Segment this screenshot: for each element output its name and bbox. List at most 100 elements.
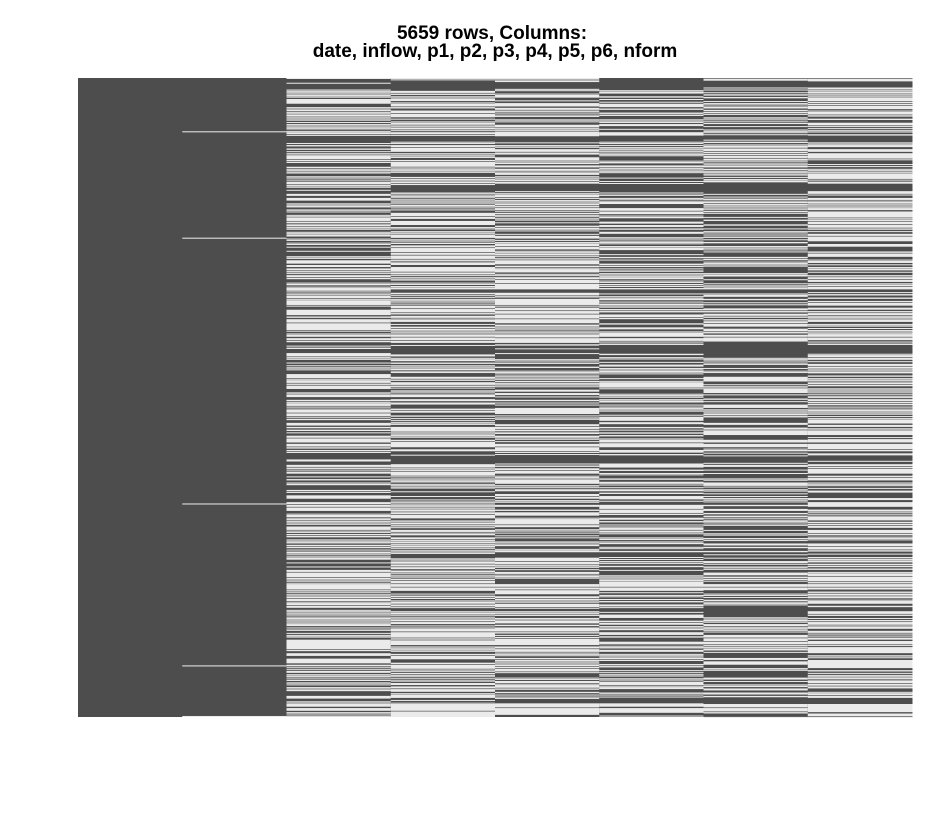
- missing-p3-165: [495, 569, 600, 571]
- missing-p3-88: [495, 333, 600, 335]
- missing-p2-32: [390, 176, 496, 179]
- missing-p6-44: [807, 218, 913, 220]
- missing-p3-138: [495, 485, 600, 487]
- missing-p5-44: [703, 200, 809, 202]
- missing-p5-188: [703, 647, 809, 649]
- missing-p1-106: [286, 378, 392, 380]
- missing-p6-71: [807, 302, 913, 306]
- missing-p1-48: [286, 206, 392, 208]
- missing-p4-190: [599, 670, 704, 672]
- missing-p1-14: [286, 114, 392, 117]
- missing-p5-47: [703, 205, 809, 207]
- missing-p5-50: [703, 210, 809, 213]
- missing-p1-19: [286, 125, 392, 127]
- missing-p4-141: [599, 527, 704, 530]
- missing-p4-27: [599, 168, 704, 170]
- missing-p2-66: [390, 272, 496, 275]
- missing-p6-155: [807, 546, 913, 550]
- missing-p6-146: [807, 521, 913, 524]
- missing-p5-191: [703, 657, 809, 660]
- missing-p3-117: [495, 418, 600, 420]
- missing-p1-157: [286, 535, 392, 538]
- missing-p2-13: [390, 122, 496, 125]
- missing-p1-15: [286, 117, 392, 119]
- missing-p4-169: [599, 607, 704, 609]
- missing-p5-113: [703, 413, 809, 416]
- missing-p4-107: [599, 407, 704, 409]
- plot-area: [78, 78, 913, 718]
- missing-p2-85: [390, 318, 496, 320]
- missing-p2-214: [390, 676, 496, 678]
- missing-p3-167: [495, 574, 600, 576]
- missing-p1-215: [286, 687, 392, 689]
- missing-p4-36: [599, 197, 704, 199]
- missing-p5-144: [703, 519, 809, 521]
- missing-p3-8: [495, 103, 600, 107]
- missing-p1-68: [286, 256, 392, 258]
- missing-p2-52: [390, 231, 496, 233]
- missing-p5-40: [703, 180, 809, 183]
- missing-p1-204: [286, 658, 392, 664]
- missing-p5-56: [703, 231, 809, 233]
- missing-p2-113: [390, 399, 496, 402]
- missing-p1-225: [286, 715, 392, 717]
- missing-p3-45: [495, 208, 600, 211]
- missing-p3-180: [495, 612, 600, 614]
- missing-p3-84: [495, 324, 600, 327]
- missing-p3-99: [495, 372, 600, 374]
- missing-p5-55: [703, 228, 809, 230]
- missing-p5-42: [703, 196, 809, 198]
- missing-p6-192: [807, 659, 913, 669]
- missing-p3-60: [495, 243, 600, 247]
- missing-p4-155: [599, 565, 704, 568]
- missing-p3-34: [495, 179, 600, 181]
- missing-p3-156: [495, 541, 600, 543]
- missing-p3-22: [495, 146, 600, 148]
- missing-inflow-3: [182, 665, 287, 667]
- missing-p1-8: [286, 99, 392, 104]
- missing-p2-58: [390, 245, 496, 248]
- missing-p5-154: [703, 546, 809, 549]
- missing-p3-173: [495, 596, 600, 599]
- missing-p3-171: [495, 587, 600, 590]
- missing-p2-162: [390, 541, 496, 544]
- missing-p3-147: [495, 512, 600, 516]
- missing-p4-128: [599, 484, 704, 486]
- missing-p2-5: [390, 98, 496, 102]
- missing-p5-109: [703, 401, 809, 403]
- missing-p5-23: [703, 141, 809, 144]
- missing-p2-178: [390, 578, 496, 581]
- missing-p6-116: [807, 413, 913, 415]
- missing-p1-176: [286, 584, 392, 590]
- missing-p3-114: [495, 407, 600, 415]
- missing-p2-110: [390, 390, 496, 392]
- missing-p5-62: [703, 246, 809, 248]
- missing-p5-197: [703, 684, 809, 686]
- missing-p6-110: [807, 401, 913, 404]
- missing-p3-102: [495, 377, 600, 379]
- missing-p4-144: [599, 537, 704, 539]
- missing-p6-119: [807, 419, 913, 424]
- missing-p5-38: [703, 176, 809, 178]
- missing-p1-58: [286, 228, 392, 230]
- missing-p6-36: [807, 197, 913, 200]
- missing-p3-109: [495, 393, 600, 396]
- missing-p3-183: [495, 619, 600, 621]
- missing-p2-208: [390, 662, 496, 665]
- missing-p4-26: [599, 165, 704, 168]
- missing-p2-197: [390, 628, 496, 632]
- missing-p6-4: [807, 94, 913, 96]
- missing-p6-145: [807, 516, 913, 521]
- missing-p2-125: [390, 435, 496, 437]
- missing-p4-133: [599, 500, 704, 502]
- missing-p1-7: [286, 96, 392, 98]
- missing-p6-58: [807, 267, 913, 269]
- missing-p6-88: [807, 343, 913, 345]
- missing-p4-98: [599, 382, 704, 388]
- missing-p2-188: [390, 607, 496, 609]
- missing-p5-165: [703, 580, 809, 582]
- missing-p2-72: [390, 285, 496, 287]
- missing-p3-143: [495, 500, 600, 502]
- missing-p2-204: [390, 649, 496, 651]
- missing-p6-66: [807, 286, 913, 290]
